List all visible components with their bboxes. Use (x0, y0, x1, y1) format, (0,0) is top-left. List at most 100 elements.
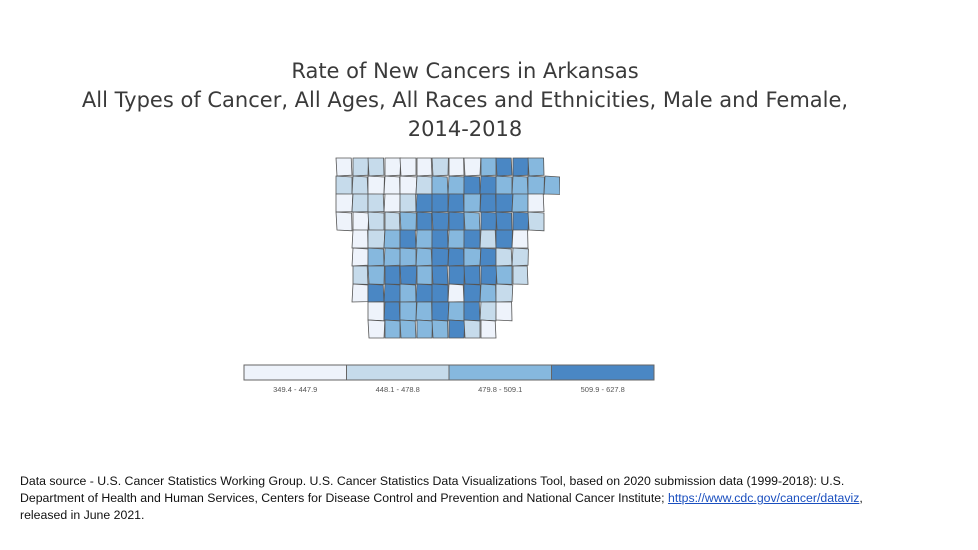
county-region (351, 193, 369, 213)
county-region (511, 175, 529, 195)
county-region (479, 301, 497, 322)
county-region (399, 319, 417, 339)
county-region (495, 265, 513, 285)
footnote-comma: , (859, 491, 863, 505)
county-region (495, 301, 513, 322)
county-region (335, 211, 353, 232)
legend-swatch (243, 364, 347, 381)
legend-label: 349.4 - 447.9 (273, 385, 317, 394)
data-source-footnote: Data source - U.S. Cancer Statistics Wor… (20, 473, 910, 524)
county-region (415, 229, 433, 249)
map-legend: 349.4 - 447.9 448.1 - 478.8 479.8 - 509.1 5… (243, 364, 655, 394)
county-region (511, 193, 529, 213)
county-region (351, 175, 369, 195)
county-region (384, 319, 401, 339)
chart-years: 2014-2018 (407, 117, 523, 141)
chart-title: Rate of New Cancers in Arkansas (291, 59, 639, 83)
county-region (495, 193, 514, 213)
county-region (367, 301, 385, 322)
county-region (383, 301, 401, 322)
county-region (384, 211, 401, 232)
county-region (351, 283, 369, 303)
county-region (416, 157, 433, 177)
county-region (480, 211, 497, 232)
county-region (399, 301, 417, 322)
county-region (527, 175, 545, 195)
county-region (495, 175, 513, 195)
county-region (367, 229, 386, 249)
county-region (543, 175, 560, 195)
county-region (495, 229, 513, 249)
county-region (447, 301, 465, 322)
county-region (416, 319, 433, 339)
county-region (399, 265, 418, 285)
county-region (463, 301, 481, 322)
county-region (479, 229, 497, 249)
footnote-text: Data source - U.S. Cancer Statistics Wor… (20, 474, 845, 505)
county-region (383, 193, 401, 213)
county-region (480, 265, 498, 285)
county-region (431, 319, 449, 339)
county-region (383, 247, 402, 267)
county-region (447, 283, 465, 303)
county-region (447, 229, 466, 249)
county-region (495, 247, 513, 267)
county-region (463, 319, 481, 339)
county-region (367, 211, 385, 232)
county-region (463, 283, 481, 303)
county-region (352, 157, 369, 177)
county-region (527, 157, 545, 177)
footnote-release: released in June 2021. (20, 508, 145, 522)
county-region (480, 157, 497, 177)
legend-swatch (551, 364, 655, 381)
legend-label: 509.9 - 627.8 (581, 385, 625, 394)
county-region (352, 265, 369, 285)
county-region (399, 283, 417, 303)
county-region (383, 283, 401, 303)
county-region (415, 175, 433, 195)
county-region (399, 229, 417, 249)
county-region (512, 157, 529, 177)
county-region (448, 211, 465, 232)
county-region (495, 283, 514, 303)
county-region (367, 319, 386, 339)
county-region (415, 247, 433, 267)
county-region (431, 301, 450, 322)
county-region (399, 247, 417, 267)
arkansas-county-map (335, 157, 560, 339)
county-region (447, 175, 465, 195)
chart-subtitle: All Types of Cancer, All Ages, All Races… (81, 88, 849, 112)
county-region (367, 283, 385, 303)
legend-label: 448.1 - 478.8 (376, 385, 420, 394)
county-region (495, 157, 513, 177)
county-region (351, 247, 369, 267)
county-region (463, 265, 481, 285)
county-region (431, 211, 450, 232)
county-region (384, 157, 402, 177)
county-region (399, 211, 417, 232)
county-region (416, 265, 433, 285)
county-region (415, 283, 434, 303)
dataviz-link[interactable]: https://www.cdc.gov/cancer/dataviz (667, 491, 860, 505)
county-region (527, 193, 545, 213)
county-region (511, 229, 529, 249)
county-region (495, 211, 513, 232)
county-region (431, 283, 449, 303)
county-region (335, 157, 353, 177)
county-region (367, 193, 385, 213)
county-region (527, 211, 545, 232)
county-region (399, 157, 417, 177)
county-region (448, 319, 466, 339)
county-region (431, 175, 449, 195)
county-region (399, 193, 417, 213)
county-region (479, 193, 497, 213)
county-region (463, 193, 481, 213)
legend-label: 479.8 - 509.1 (478, 385, 522, 394)
county-region (383, 175, 401, 195)
legend-swatch (448, 364, 552, 381)
county-region (415, 301, 433, 322)
county-region (480, 319, 497, 339)
county-region (479, 283, 497, 303)
county-region (416, 211, 433, 232)
county-region (431, 247, 449, 267)
